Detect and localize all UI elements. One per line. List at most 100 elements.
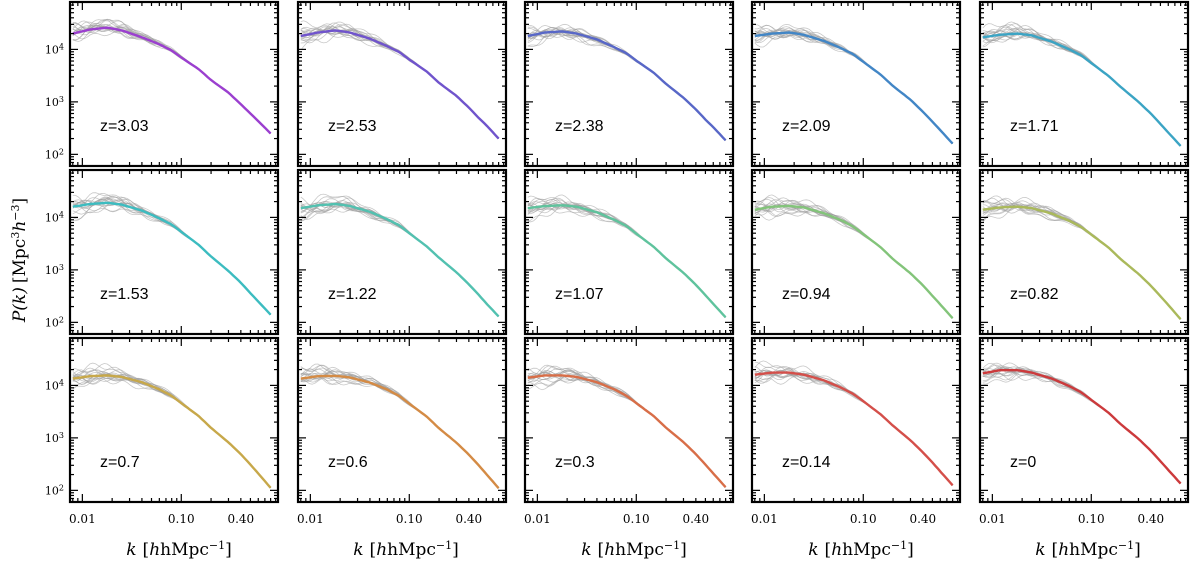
y-tick-label: 103: [45, 94, 64, 109]
mean-spectrum-line: [754, 31, 954, 145]
y-tick-label: 104: [45, 378, 64, 393]
panel: 0.01 0.10 0.40 z=0.3: [523, 336, 735, 526]
ticks: [298, 169, 506, 335]
mean-spectrum-line: [300, 374, 500, 489]
realisation-line: [72, 20, 271, 134]
ticks: [980, 1, 1188, 167]
redshift-label: z=2.09: [782, 118, 831, 135]
panel-frame: [978, 336, 1190, 504]
panel: 102 103 104 0.01 0.10 0.40 z=0.7: [45, 336, 280, 526]
y-axis-label-exp-b: −3: [9, 205, 22, 221]
redshift-label: z=1.71: [1010, 118, 1059, 135]
ticks: [525, 169, 733, 335]
realisation-line: [72, 22, 271, 134]
ticks: [298, 1, 506, 167]
ticks: [980, 169, 1188, 335]
panels-grid: 102 103 104 z=3.03 z=2.53 z=2.38 z=2.09 z=1.71 1…: [45, 0, 1190, 526]
x-axis-label: k [hhMpc−1]: [808, 539, 914, 561]
redshift-label: z=1.07: [555, 286, 604, 303]
ticks: [525, 1, 733, 167]
realisation-line: [72, 18, 271, 134]
ticks: [980, 337, 1188, 503]
redshift-label: z=0: [1010, 454, 1036, 471]
y-tick-label: 103: [45, 430, 64, 445]
x-axis-label: k [hhMpc−1]: [126, 539, 232, 561]
mean-spectrum-line: [754, 371, 954, 487]
y-axis-label: P(k)[Mpc3h−3]: [9, 198, 31, 323]
redshift-label: z=0.3: [555, 454, 595, 471]
mean-spectrum-line: [982, 369, 1182, 485]
redshift-label: z=0.82: [1010, 286, 1059, 303]
redshift-label: z=1.22: [328, 286, 377, 303]
mean-spectrum-line: [72, 374, 272, 489]
mean-spectrum-line: [72, 26, 272, 135]
x-axis-label: k [hhMpc−1]: [353, 539, 459, 561]
panel: 0.01 0.10 0.40 z=0.14: [750, 336, 962, 526]
panel-frame: [978, 168, 1190, 336]
mean-spectrum-line: [527, 374, 727, 489]
panel-frame: [68, 168, 280, 336]
realisation-line: [300, 375, 499, 489]
panel-frame: [68, 336, 280, 504]
redshift-label: z=0.7: [100, 454, 140, 471]
panel-frame: [523, 0, 735, 168]
x-axis-label: k [hhMpc−1]: [581, 539, 687, 561]
x-axis-labels: k [hhMpc−1] k [hhMpc−1] k [hhMpc−1] k [hhMpc…: [126, 539, 1141, 561]
panel-frame: [750, 168, 962, 336]
panel-frame: [296, 168, 508, 336]
x-tick-label: 0.01: [297, 512, 324, 526]
y-tick-label: 103: [45, 262, 64, 277]
panel: z=0.94: [750, 168, 962, 336]
x-tick-label: 0.10: [1078, 512, 1105, 526]
x-axis-label: k [hhMpc−1]: [1035, 539, 1141, 561]
realisation-line: [300, 375, 499, 489]
x-tick-label: 0.01: [69, 512, 96, 526]
mean-spectrum-line: [300, 202, 500, 318]
realisation-line: [300, 374, 499, 489]
realisation-line: [72, 22, 271, 134]
x-tick-label: 0.40: [909, 512, 936, 526]
ticks: [70, 337, 278, 503]
panel: 102 103 104 z=1.53: [45, 168, 280, 336]
y-tick-label: 104: [45, 42, 64, 57]
ticks: [70, 1, 278, 167]
panel: z=1.71: [978, 0, 1190, 168]
redshift-label: z=2.53: [328, 118, 377, 135]
ticks: [752, 169, 960, 335]
redshift-label: z=3.03: [100, 118, 149, 135]
ticks: [70, 169, 278, 335]
y-axis-label-unit-b: h: [10, 221, 30, 232]
realisation-line: [72, 19, 271, 134]
y-tick-label: 102: [45, 315, 64, 330]
y-tick-label: 102: [45, 147, 64, 162]
panel-frame: [523, 336, 735, 504]
panel-frame: [296, 336, 508, 504]
panel: 0.01 0.10 0.40 z=0.6: [296, 336, 508, 526]
x-tick-label: 0.01: [524, 512, 551, 526]
x-tick-label: 0.10: [850, 512, 877, 526]
x-tick-label: 0.40: [1137, 512, 1164, 526]
ticks: [752, 337, 960, 503]
redshift-label: z=1.53: [100, 286, 149, 303]
panel-frame: [296, 0, 508, 168]
redshift-label: z=0.14: [782, 454, 831, 471]
x-tick-label: 0.40: [455, 512, 482, 526]
panel: z=2.38: [523, 0, 735, 168]
mean-spectrum-line: [300, 29, 500, 140]
y-tick-label: 102: [45, 483, 64, 498]
realisation-line: [72, 23, 271, 134]
realisation-line: [300, 374, 499, 489]
x-tick-label: 0.01: [751, 512, 778, 526]
x-tick-label: 0.10: [168, 512, 195, 526]
ticks: [752, 1, 960, 167]
mean-spectrum-line: [527, 204, 727, 319]
x-tick-label: 0.01: [979, 512, 1006, 526]
x-tick-label: 0.40: [682, 512, 709, 526]
y-tick-label: 104: [45, 210, 64, 225]
ticks: [298, 337, 506, 503]
x-tick-label: 0.40: [227, 512, 254, 526]
realisation-line: [300, 376, 499, 489]
panel-frame: [523, 168, 735, 336]
y-axis-label-exp-a: 3: [9, 232, 22, 239]
